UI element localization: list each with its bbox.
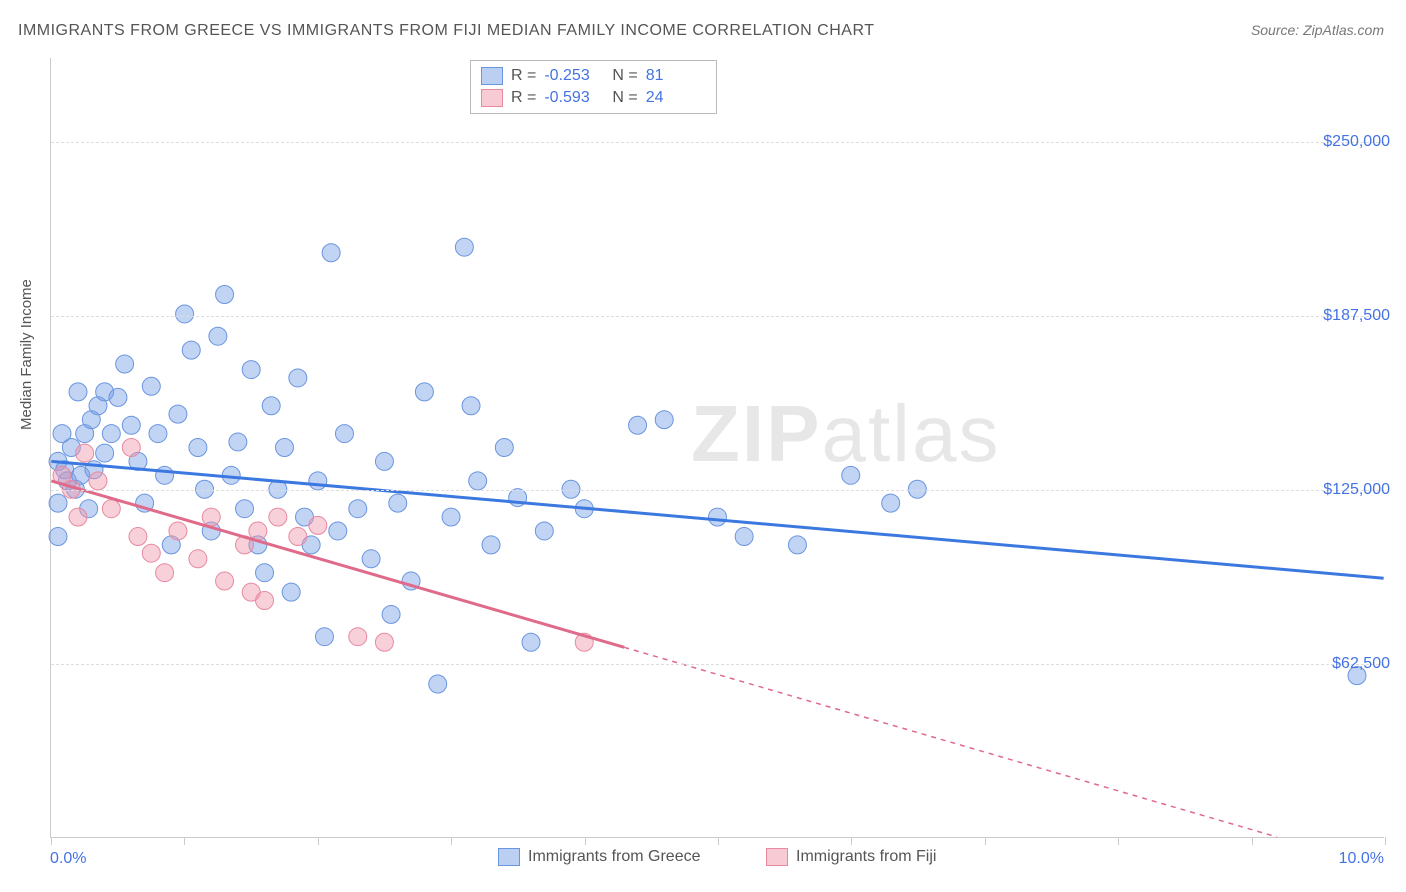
x-tick [585,837,586,845]
r-value-greece: -0.253 [544,67,604,85]
gridline [51,316,1384,317]
x-tick [451,837,452,845]
gridline [51,490,1384,491]
swatch-pink-icon [481,89,503,107]
x-tick [1118,837,1119,845]
x-tick [318,837,319,845]
r-label: R = [511,67,536,85]
n-value-greece: 81 [646,67,706,85]
n-label: N = [612,67,637,85]
x-label-min: 0.0% [50,850,86,868]
y-tick-label: $125,000 [1323,481,1390,499]
plot-area: ZIPatlas [50,58,1384,838]
y-tick-label: $187,500 [1323,307,1390,325]
source-label: Source: ZipAtlas.com [1251,22,1384,38]
x-label-max: 10.0% [1339,850,1384,868]
gridline [51,142,1384,143]
chart-title: IMMIGRANTS FROM GREECE VS IMMIGRANTS FRO… [18,22,874,40]
n-label: N = [612,89,637,107]
swatch-blue-icon [498,848,520,866]
stats-row-fiji: R = -0.593 N = 24 [481,87,706,109]
stats-legend-box: R = -0.253 N = 81 R = -0.593 N = 24 [470,60,717,114]
y-axis-label: Median Family Income [18,279,35,430]
r-value-fiji: -0.593 [544,89,604,107]
x-tick [851,837,852,845]
y-tick-label: $62,500 [1332,655,1390,673]
legend-label-greece: Immigrants from Greece [528,848,700,866]
y-tick-label: $250,000 [1323,133,1390,151]
x-tick [51,837,52,845]
x-tick [184,837,185,845]
legend-label-fiji: Immigrants from Fiji [796,848,936,866]
gridline [51,664,1384,665]
x-tick [985,837,986,845]
swatch-blue-icon [481,67,503,85]
n-value-fiji: 24 [646,89,706,107]
chart-svg [51,58,1384,837]
legend-greece: Immigrants from Greece [498,848,700,866]
r-label: R = [511,89,536,107]
legend-fiji: Immigrants from Fiji [766,848,936,866]
x-tick [718,837,719,845]
x-tick [1385,837,1386,845]
stats-row-greece: R = -0.253 N = 81 [481,65,706,87]
swatch-pink-icon [766,848,788,866]
x-tick [1252,837,1253,845]
